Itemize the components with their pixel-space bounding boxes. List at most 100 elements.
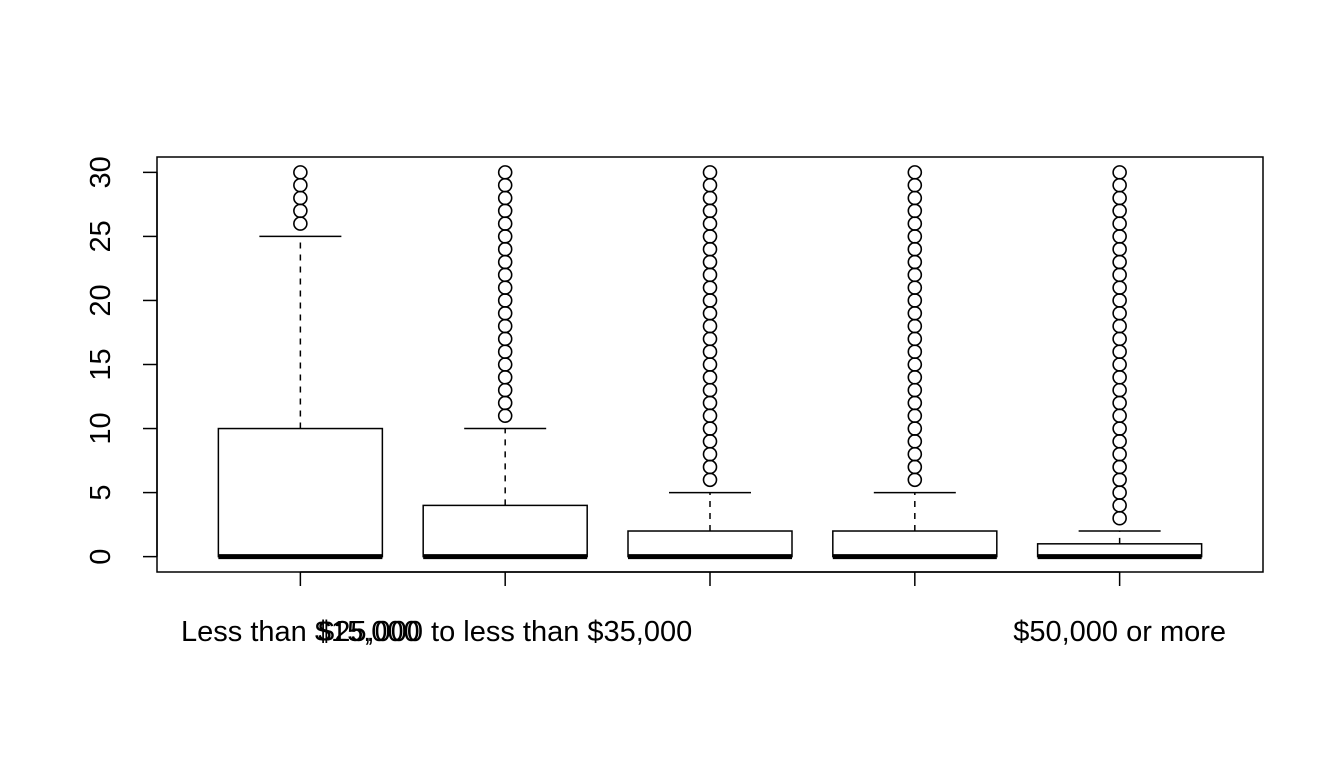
y-axis: 0 5 10 15 20 25 30 [85,156,158,565]
box-group [1036,165,1203,560]
outlier-point [907,216,923,231]
outlier-point [702,305,718,321]
outlier-point [293,165,308,180]
outlier-point [702,459,718,475]
outlier-point [907,293,923,308]
outlier-point [702,216,718,231]
x-tick-label: $25,000 to less than $35,000 [318,616,692,648]
x-axis: Less than $15,000$25,000 to less than $3… [181,571,1226,648]
outlier-point [497,382,513,398]
box-group [627,165,793,560]
outlier-point [907,434,923,449]
outlier-point [702,357,718,372]
outlier-point [907,267,923,283]
outlier-point [702,177,718,193]
outlier-point [497,408,513,424]
outlier-point [907,421,923,436]
outlier-point [907,229,923,244]
outlier-point [702,344,718,359]
box-group [832,165,998,560]
outlier-point [702,165,718,180]
outlier-point [702,382,718,398]
outlier-point [907,472,923,488]
outlier-point [1112,408,1127,424]
outlier-point [702,318,718,334]
outlier-point [907,459,923,475]
outlier-point [497,293,513,308]
outlier-point [293,203,308,219]
outlier-point [1112,446,1127,462]
outlier-point [1112,165,1127,180]
outlier-point [702,190,718,206]
outlier-point [497,254,513,270]
outlier-point [497,190,513,206]
outlier-point [293,216,308,231]
iqr-box [422,504,588,558]
iqr-box [627,530,793,558]
outlier-point [1112,254,1127,270]
outlier-point [1112,434,1127,449]
outlier-point [293,177,308,193]
iqr-box [217,427,384,558]
outlier-point [702,293,718,308]
outlier-point [702,408,718,424]
outlier-point [1112,267,1127,283]
outlier-point [907,203,923,219]
outlier-point [907,190,923,206]
box-group [422,165,588,560]
y-tick-label: 25 [85,220,117,252]
outlier-point [907,382,923,398]
outlier-point [1112,370,1127,385]
outlier-point [1112,485,1127,500]
outlier-point [1112,395,1127,411]
outlier-point [907,241,923,257]
outlier-point [702,434,718,449]
outlier-point [293,190,308,206]
outlier-point [702,241,718,257]
outlier-point [1112,203,1127,219]
outlier-point [907,305,923,321]
outlier-point [907,331,923,347]
outlier-point [907,395,923,411]
outlier-point [702,472,718,488]
outlier-point [497,305,513,321]
y-tick-label: 10 [85,412,117,444]
outlier-point [1112,331,1127,347]
iqr-box [832,530,998,558]
outlier-point [1112,293,1127,308]
y-tick-label: 30 [85,156,117,188]
outlier-point [497,229,513,244]
outlier-point [497,395,513,411]
x-tick-label: $50,000 or more [1013,616,1226,648]
x-tick-label: Less than $15,000 [181,616,420,648]
outlier-point [497,318,513,334]
box-group [217,165,384,560]
outlier-point [1112,177,1127,193]
outlier-point [1112,305,1127,321]
outlier-point [702,267,718,283]
outlier-point [702,280,718,295]
outlier-point [1112,229,1127,244]
outlier-point [702,229,718,244]
outlier-point [497,203,513,219]
outlier-point [907,177,923,193]
outlier-point [1112,382,1127,398]
outlier-point [907,344,923,359]
y-tick-label: 5 [85,485,117,501]
outlier-point [1112,510,1127,526]
outlier-point [1112,472,1127,488]
outlier-point [907,370,923,385]
outlier-point [497,344,513,359]
outlier-point [497,177,513,193]
boxes [217,165,1203,560]
outlier-point [702,370,718,385]
outlier-point [497,216,513,231]
outlier-point [1112,190,1127,206]
outlier-point [497,357,513,372]
outlier-point [907,446,923,462]
outlier-point [1112,498,1127,513]
outlier-point [702,331,718,347]
outlier-point [702,421,718,436]
outlier-point [497,280,513,295]
